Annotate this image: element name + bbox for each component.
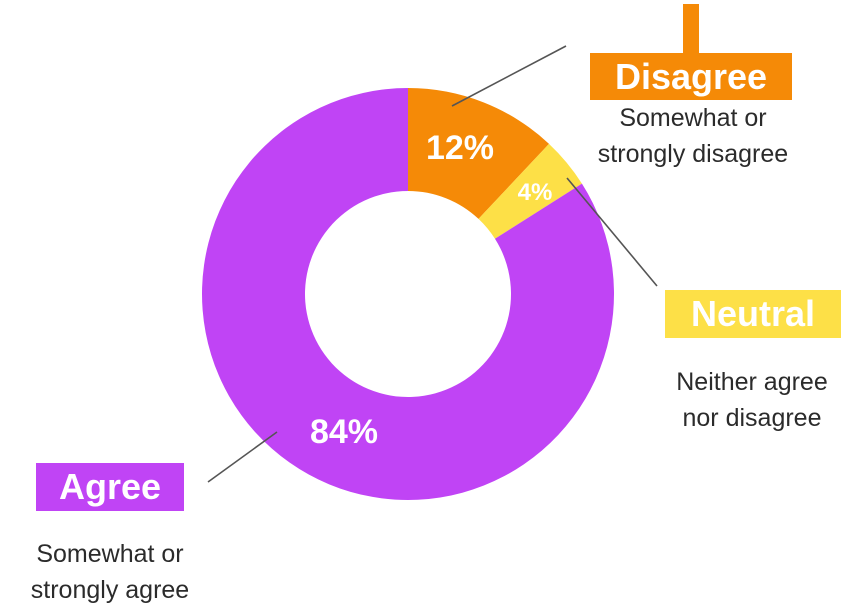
neutral-percent-label: 4% [518,179,553,206]
slice-agree [202,88,615,500]
disagree-description: Somewhat or strongly disagree [597,104,789,168]
slice-neutral [478,143,582,239]
disagree-label: Disagree [590,53,792,100]
neutral-description: Neither agree nor disagree [676,368,828,432]
leader-line-neutral [566,177,658,287]
disagree-tag-accent [683,4,699,54]
slice-disagree [408,88,550,219]
agree-percent-label: 84% [310,413,378,451]
agree-description: Somewhat or strongly agree [30,540,190,604]
leader-line-agree [207,431,278,483]
donut-slices [202,88,615,500]
disagree-percent-label: 12% [426,129,494,167]
neutral-label: Neutral [665,290,841,338]
leader-line-disagree [451,45,567,107]
leader-lines [207,45,658,483]
agree-label: Agree [36,463,184,511]
